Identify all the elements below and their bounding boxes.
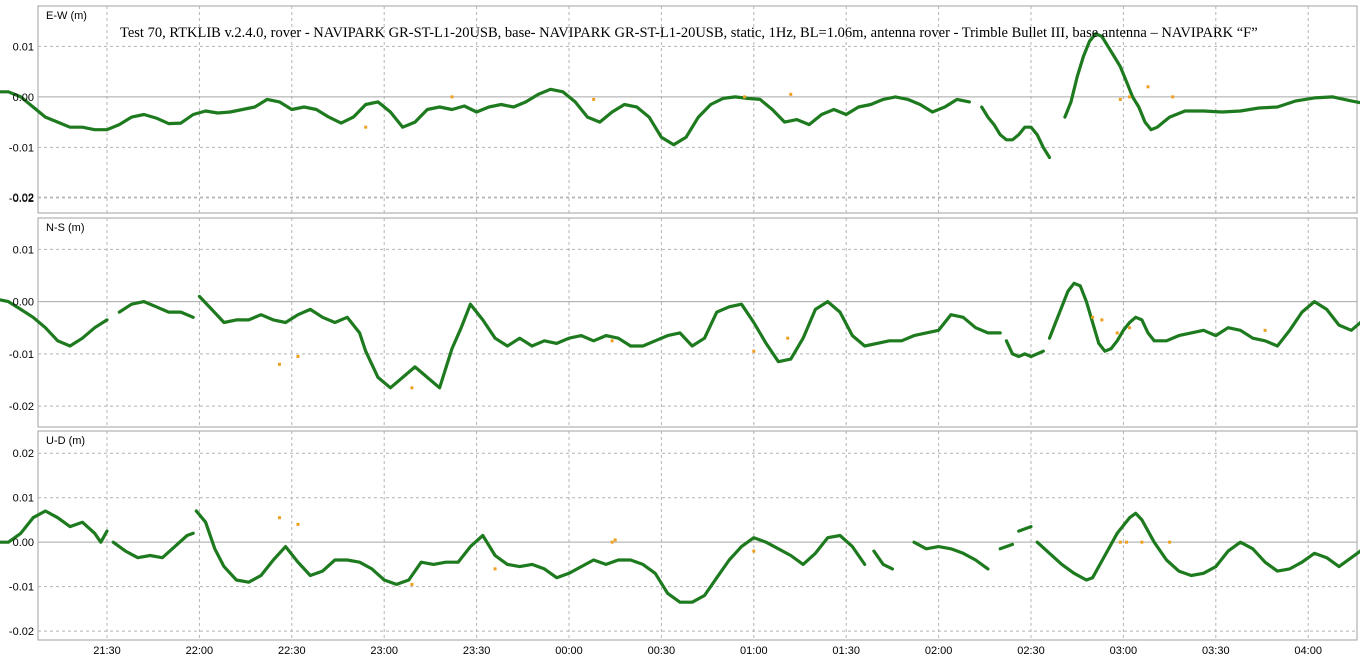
e-w-float-point [789, 92, 793, 96]
n-s-ytick-label: 0.00 [13, 297, 34, 309]
n-s-ytick-label: 0.02 [13, 192, 34, 204]
u-d-fix-series-3 [872, 549, 895, 571]
e-w-float-point [364, 125, 368, 129]
n-s-float-point [786, 336, 790, 340]
u-d-float-point [1124, 540, 1128, 544]
e-w-float-point [592, 97, 596, 101]
u-d-float-point [613, 538, 617, 542]
n-s-axis-label: N-S (m) [46, 222, 85, 234]
n-s-panel-frame [37, 217, 1358, 428]
u-d-ytick-label: 0.01 [13, 493, 34, 505]
n-s-ytick-label: -0.01 [9, 349, 34, 361]
u-d-panel-frame [37, 430, 1358, 641]
x-tick-label: 23:30 [463, 645, 491, 657]
u-d-float-point [296, 522, 300, 526]
u-d-ytick-label: 0.02 [13, 448, 34, 460]
x-tick-label: 04:00 [1294, 645, 1322, 657]
u-d-fix-series-4 [912, 540, 990, 571]
e-w-ytick-label: -0.02 [9, 193, 34, 205]
u-d-float-point [410, 582, 414, 586]
n-s-ytick-label: 0.01 [13, 244, 34, 256]
e-w-float-point [1128, 95, 1132, 99]
e-w-axis-label: E-W (m) [46, 10, 87, 22]
u-d-ytick-label: 0.00 [13, 537, 34, 549]
x-tick-label: 03:00 [1110, 645, 1138, 657]
e-w-ytick-label: 0.00 [13, 92, 34, 104]
n-s-fix-series-0 [0, 298, 109, 348]
x-tick-label: 23:00 [370, 645, 398, 657]
e-w-ytick-label: 0.01 [13, 41, 34, 53]
u-d-ytick-label: -0.02 [9, 626, 34, 638]
n-s-float-point [752, 349, 756, 353]
u-d-float-point [1118, 540, 1122, 544]
x-tick-label: 01:00 [740, 645, 768, 657]
u-d-fix-series-1 [111, 531, 195, 560]
e-w-fix-series-0 [0, 87, 972, 147]
n-s-float-point [1091, 315, 1095, 319]
e-w-float-point [743, 95, 747, 99]
e-w-float-point [1146, 85, 1150, 89]
u-d-fix-series-2 [194, 509, 867, 604]
e-w-float-point [1171, 95, 1175, 99]
n-s-fix-series-1 [117, 300, 195, 319]
x-tick-label: 01:30 [832, 645, 860, 657]
x-tick-label: 03:30 [1202, 645, 1230, 657]
e-w-float-point [450, 95, 454, 99]
x-tick-label: 00:30 [648, 645, 676, 657]
n-s-float-point [410, 386, 414, 390]
n-s-float-point [610, 339, 614, 343]
x-tick-label: 00:00 [555, 645, 583, 657]
u-d-float-point [1168, 540, 1172, 544]
e-w-fix-series-2 [1063, 32, 1360, 132]
n-s-float-point [1100, 318, 1104, 322]
n-s-float-point [1128, 326, 1132, 330]
u-d-float-point [610, 540, 614, 544]
u-d-fix-series-7 [1035, 511, 1360, 582]
u-d-axis-label: U-D (m) [46, 435, 85, 447]
chart-title: Test 70, RTKLIB v.2.4.0, rover - NAVIPAR… [120, 25, 1258, 41]
u-d-fix-series-6 [1017, 524, 1033, 533]
u-d-ytick-label: -0.01 [9, 582, 34, 594]
n-s-fix-series-3 [1004, 339, 1045, 359]
x-tick-label: 02:00 [925, 645, 953, 657]
e-w-ytick-label: -0.01 [9, 142, 34, 154]
x-tick-label: 22:00 [186, 645, 214, 657]
u-d-fix-series-5 [998, 542, 1015, 551]
e-w-float-point [1118, 97, 1122, 101]
x-tick-label: 21:30 [93, 645, 121, 657]
n-s-float-point [1263, 328, 1267, 332]
n-s-fix-series-2 [197, 294, 1002, 390]
u-d-float-point [493, 567, 497, 571]
x-tick-label: 02:30 [1017, 645, 1045, 657]
u-d-float-point [277, 516, 281, 520]
n-s-float-point [1115, 331, 1119, 335]
n-s-float-point [296, 354, 300, 358]
n-s-float-point [277, 362, 281, 366]
u-d-float-point [1140, 540, 1144, 544]
n-s-ytick-label: -0.02 [9, 401, 34, 413]
u-d-float-point [752, 549, 756, 553]
x-tick-label: 22:30 [278, 645, 306, 657]
e-w-fix-series-1 [980, 105, 1052, 160]
u-d-fix-series-0 [0, 509, 109, 544]
n-s-fix-series-4 [1047, 281, 1360, 353]
